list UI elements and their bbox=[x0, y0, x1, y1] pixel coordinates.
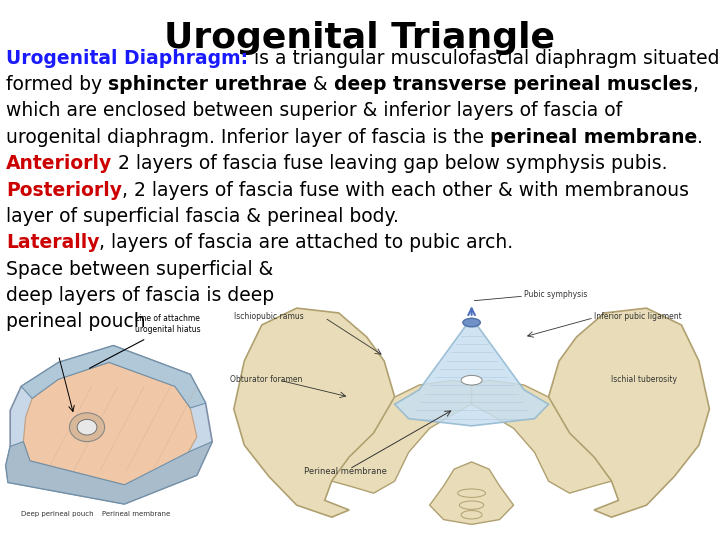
Text: Ischial tuberosity: Ischial tuberosity bbox=[611, 375, 678, 383]
Text: which are enclosed between superior & inferior layers of fascia of: which are enclosed between superior & in… bbox=[6, 102, 622, 120]
Polygon shape bbox=[6, 346, 212, 504]
Polygon shape bbox=[23, 362, 197, 485]
Text: ,: , bbox=[692, 75, 698, 94]
Ellipse shape bbox=[77, 420, 97, 435]
Text: deep layers of fascia is deep: deep layers of fascia is deep bbox=[6, 286, 274, 305]
Text: Urogenital Diaphragm:: Urogenital Diaphragm: bbox=[6, 49, 248, 68]
Polygon shape bbox=[430, 462, 513, 524]
Polygon shape bbox=[21, 346, 206, 408]
Polygon shape bbox=[395, 318, 549, 426]
Text: , 2 layers of fascia fuse with each other & with membranous: , 2 layers of fascia fuse with each othe… bbox=[122, 180, 689, 200]
Text: Obturator foramen: Obturator foramen bbox=[230, 375, 302, 383]
Ellipse shape bbox=[459, 501, 484, 509]
Text: Urogenital Triangle: Urogenital Triangle bbox=[164, 21, 556, 55]
Ellipse shape bbox=[458, 489, 485, 497]
Text: Posteriorly: Posteriorly bbox=[6, 180, 122, 200]
Text: deep transverse perineal muscles: deep transverse perineal muscles bbox=[333, 75, 692, 94]
Ellipse shape bbox=[461, 511, 482, 519]
Ellipse shape bbox=[463, 319, 480, 327]
Text: Inferior pubic ligament: Inferior pubic ligament bbox=[594, 312, 682, 321]
Ellipse shape bbox=[461, 375, 482, 385]
Text: Ischiopubic ramus: Ischiopubic ramus bbox=[234, 312, 304, 321]
Text: sphincter urethrae: sphincter urethrae bbox=[108, 75, 307, 94]
Text: .: . bbox=[697, 128, 703, 147]
Polygon shape bbox=[472, 380, 611, 493]
Text: &: & bbox=[307, 75, 333, 94]
Text: urogenital diaphragm. Inferior layer of fascia is the: urogenital diaphragm. Inferior layer of … bbox=[6, 128, 490, 147]
Text: is a triangular musculofascial diaphragm situated in anterior part of perineum, : is a triangular musculofascial diaphragm… bbox=[248, 49, 720, 68]
Text: Pubic symphysis: Pubic symphysis bbox=[524, 291, 588, 299]
Polygon shape bbox=[332, 380, 472, 493]
Text: Deep perineal pouch: Deep perineal pouch bbox=[21, 511, 94, 517]
Ellipse shape bbox=[69, 413, 104, 442]
Text: 2 layers of fascia fuse leaving gap below symphysis pubis.: 2 layers of fascia fuse leaving gap belo… bbox=[112, 154, 667, 173]
Text: Space between superficial &: Space between superficial & bbox=[6, 260, 273, 279]
Text: formed by: formed by bbox=[6, 75, 108, 94]
Text: layer of superficial fascia & perineal body.: layer of superficial fascia & perineal b… bbox=[6, 207, 399, 226]
Text: Line of attachme
urogenital hiatus: Line of attachme urogenital hiatus bbox=[135, 314, 201, 334]
Text: , layers of fascia are attached to pubic arch.: , layers of fascia are attached to pubic… bbox=[99, 233, 513, 252]
Text: Perineal membrane: Perineal membrane bbox=[304, 467, 387, 476]
Text: perineal membrane: perineal membrane bbox=[490, 128, 697, 147]
Text: Laterally: Laterally bbox=[6, 233, 99, 252]
Text: Anteriorly: Anteriorly bbox=[6, 154, 112, 173]
Polygon shape bbox=[6, 442, 212, 504]
Text: Perineal membrane: Perineal membrane bbox=[102, 511, 171, 517]
Polygon shape bbox=[234, 308, 395, 517]
Polygon shape bbox=[549, 308, 709, 517]
Text: perineal pouch: perineal pouch bbox=[6, 313, 145, 332]
